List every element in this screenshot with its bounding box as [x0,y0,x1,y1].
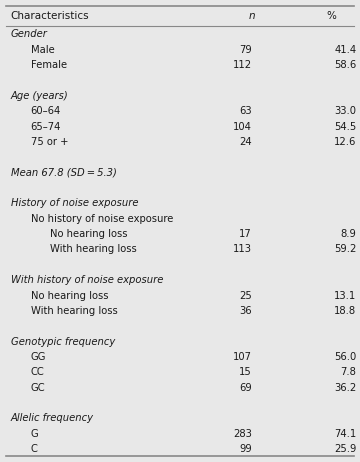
Text: 79: 79 [239,45,252,55]
Text: 113: 113 [233,244,252,255]
Text: 74.1: 74.1 [334,429,356,439]
Text: 58.6: 58.6 [334,60,356,70]
Text: GC: GC [31,383,45,393]
Text: 69: 69 [239,383,252,393]
Text: 75 or +: 75 or + [31,137,68,147]
Text: %: % [326,11,336,21]
Text: 56.0: 56.0 [334,352,356,362]
Text: 18.8: 18.8 [334,306,356,316]
Text: 7.8: 7.8 [341,367,356,377]
Text: 17: 17 [239,229,252,239]
Text: 99: 99 [239,444,252,454]
Text: No hearing loss: No hearing loss [31,291,108,300]
Text: Allelic frequency: Allelic frequency [11,413,94,423]
Text: With hearing loss: With hearing loss [31,306,117,316]
Text: Male: Male [31,45,54,55]
Text: 65–74: 65–74 [31,122,61,132]
Text: G: G [31,429,39,439]
Text: 12.6: 12.6 [334,137,356,147]
Text: 25: 25 [239,291,252,300]
Text: 54.5: 54.5 [334,122,356,132]
Text: 36: 36 [239,306,252,316]
Text: Genotypic frequency: Genotypic frequency [11,337,115,346]
Text: No history of noise exposure: No history of noise exposure [31,214,173,224]
Text: 112: 112 [233,60,252,70]
Text: 41.4: 41.4 [334,45,356,55]
Text: No hearing loss: No hearing loss [50,229,128,239]
Text: 13.1: 13.1 [334,291,356,300]
Text: 59.2: 59.2 [334,244,356,255]
Text: 104: 104 [233,122,252,132]
Text: Characteristics: Characteristics [11,11,89,21]
Text: With hearing loss: With hearing loss [50,244,137,255]
Text: 24: 24 [239,137,252,147]
Text: 15: 15 [239,367,252,377]
Text: 33.0: 33.0 [334,106,356,116]
Text: 283: 283 [233,429,252,439]
Text: 107: 107 [233,352,252,362]
Text: 60–64: 60–64 [31,106,61,116]
Text: n: n [249,11,255,21]
Text: 8.9: 8.9 [341,229,356,239]
Text: Mean 67.8 (SD = 5.3): Mean 67.8 (SD = 5.3) [11,168,117,178]
Text: Female: Female [31,60,67,70]
Text: C: C [31,444,37,454]
Text: 63: 63 [239,106,252,116]
Text: GG: GG [31,352,46,362]
Text: CC: CC [31,367,44,377]
Text: 36.2: 36.2 [334,383,356,393]
Text: Gender: Gender [11,30,48,39]
Text: History of noise exposure: History of noise exposure [11,198,138,208]
Text: With history of noise exposure: With history of noise exposure [11,275,163,285]
Text: Age (years): Age (years) [11,91,68,101]
Text: 25.9: 25.9 [334,444,356,454]
